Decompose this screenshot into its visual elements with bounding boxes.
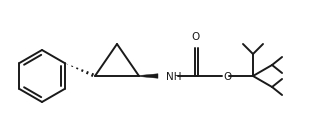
Text: NH: NH (166, 72, 181, 82)
Text: O: O (192, 32, 200, 42)
Polygon shape (139, 74, 158, 78)
Text: O: O (223, 72, 231, 82)
